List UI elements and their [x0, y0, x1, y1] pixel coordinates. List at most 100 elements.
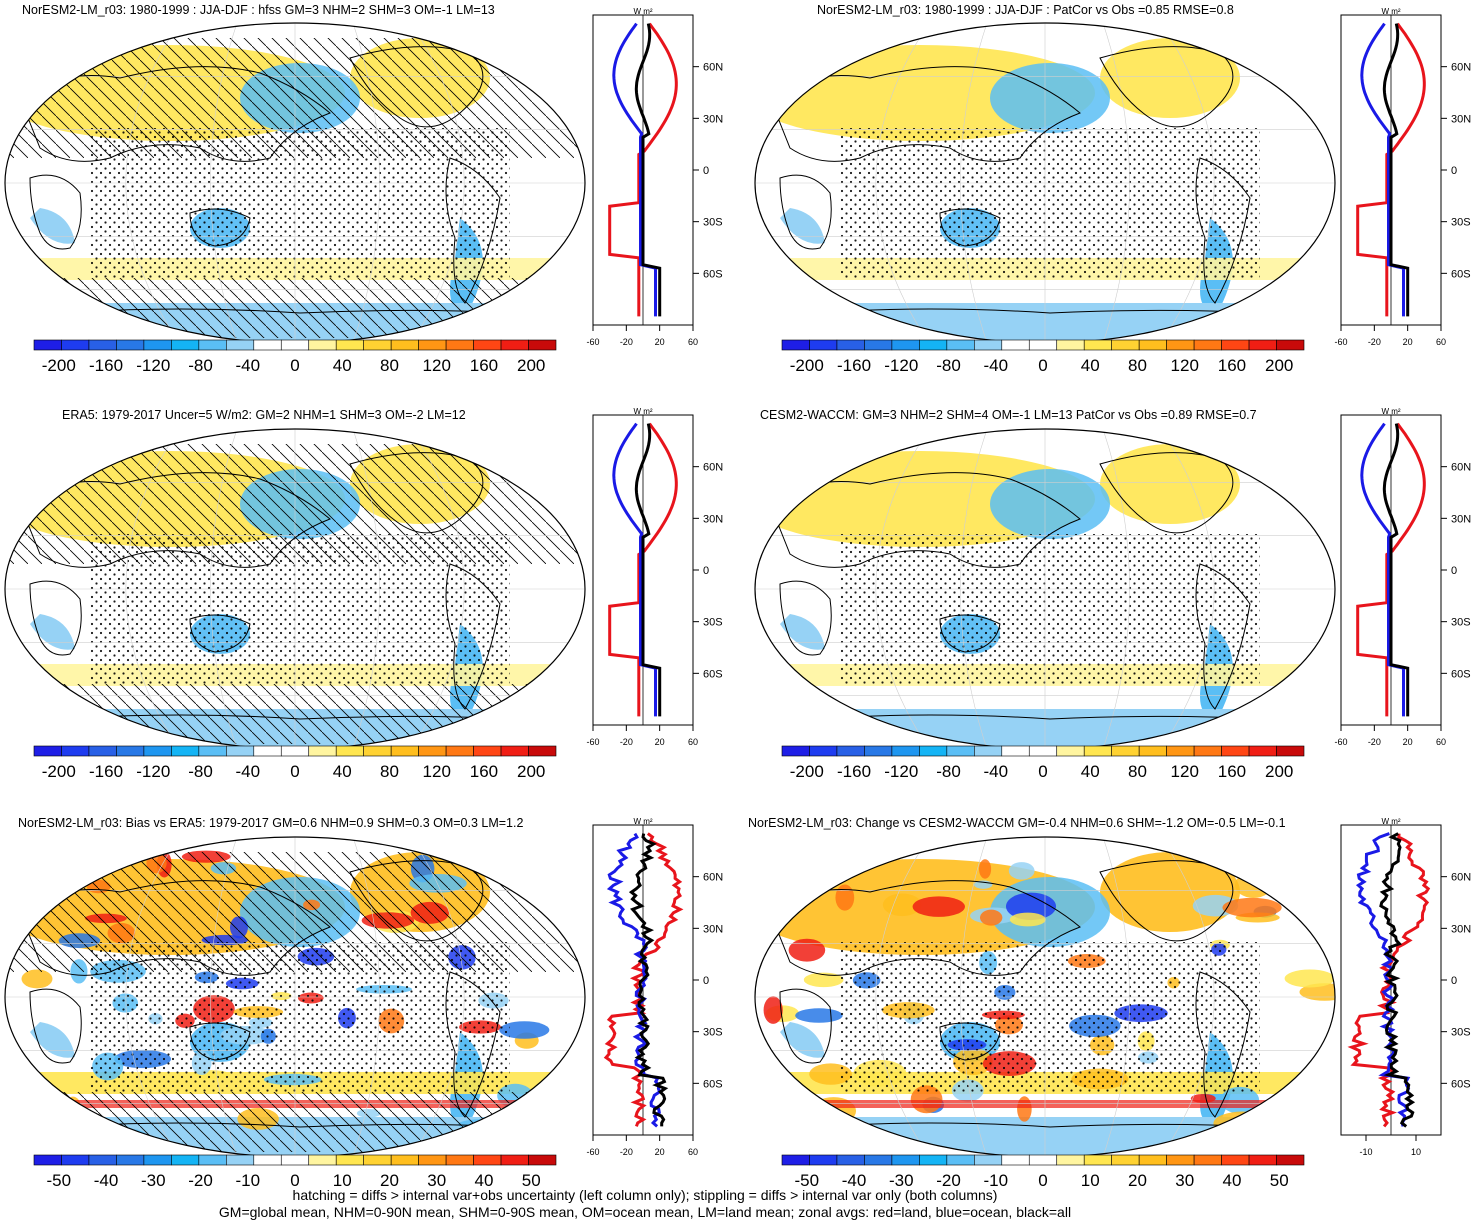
colorbar-swatch — [143, 745, 172, 757]
colorbar-swatch — [226, 339, 255, 351]
graticule-lon — [410, 837, 465, 1157]
zonal-line-ocean — [1360, 22, 1405, 317]
colorbar-swatch — [473, 339, 502, 351]
colorbar-tick-label: -40 — [235, 356, 260, 375]
colorbar-swatch — [308, 339, 337, 351]
colorbar-swatch — [390, 1154, 419, 1166]
field-patch — [792, 856, 809, 883]
coastline — [445, 157, 501, 304]
zonal-ytick-label: 60S — [1451, 268, 1471, 280]
colorbar-swatch — [116, 339, 145, 351]
panel-5-title: NorESM2-LM_r03: Bias vs ERA5: 1979-2017 … — [18, 816, 524, 830]
coastline — [29, 988, 82, 1064]
colorbar-tick-label: -120 — [136, 762, 170, 781]
coastline — [445, 971, 501, 1118]
zonal-xtick-label: 60 — [688, 1147, 698, 1157]
colorbar-swatch — [1056, 1154, 1085, 1166]
colorbar-swatch — [473, 745, 502, 757]
zonal-ytick-label: 30N — [1451, 113, 1471, 125]
colorbar-tick-label: 120 — [1171, 762, 1199, 781]
field-patch — [766, 1100, 802, 1123]
footer-note-2: GM=global mean, NHM=0-90N mean, SHM=0-90… — [218, 1204, 1072, 1220]
colorbar-swatch — [528, 745, 557, 757]
field-patch — [1009, 912, 1046, 927]
zonal-ytick-label: 30S — [703, 1027, 723, 1039]
zonal-units-label: W m² — [633, 407, 652, 416]
colorbar-swatch — [61, 339, 90, 351]
colorbar-swatch — [390, 339, 419, 351]
colorbar-swatch — [864, 1154, 893, 1166]
colorbar-swatch — [891, 745, 920, 757]
colorbar-swatch — [88, 339, 117, 351]
colorbar-swatch — [198, 745, 227, 757]
colorbar-tick-label: -30 — [141, 1171, 166, 1190]
graticule-lon — [410, 23, 465, 343]
coastline — [189, 614, 251, 653]
coastline — [19, 472, 331, 568]
zonal-line-all — [628, 833, 669, 1127]
zonal-xtick-label: -20 — [620, 1147, 633, 1157]
colorbar-swatch — [1221, 339, 1250, 351]
colorbar-tick-label: 40 — [475, 1171, 494, 1190]
colorbar-tick-label: -40 — [983, 762, 1008, 781]
colorbar-swatch — [363, 339, 392, 351]
colorbar-tick-label: 20 — [380, 1171, 399, 1190]
field-patch — [23, 874, 38, 898]
colorbar-swatch — [500, 745, 529, 757]
colorbar-tick-label: 160 — [470, 762, 498, 781]
zonal-xtick-label: 20 — [655, 737, 665, 747]
colorbar-swatch — [919, 1154, 948, 1166]
colorbar-tick-label: -120 — [884, 356, 918, 375]
zonal-ytick-label: 60N — [703, 62, 723, 74]
zonal-ytick-label: 60N — [703, 462, 723, 474]
colorbar-tick-label: 10 — [1081, 1171, 1100, 1190]
field-africa-south — [30, 208, 75, 244]
zonal-units-label: W m² — [1381, 7, 1400, 16]
panel-6-title: NorESM2-LM_r03: Change vs CESM2-WACCM GM… — [748, 816, 1286, 830]
coastline — [1195, 563, 1251, 710]
field-patch — [1222, 897, 1282, 918]
coastline — [779, 580, 832, 656]
colorbar-tick-label: -40 — [94, 1171, 119, 1190]
field-cool-band — [990, 469, 1110, 539]
colorbar-swatch — [528, 339, 557, 351]
colorbar-swatch — [308, 1154, 337, 1166]
zonal-ytick-label: 60S — [1451, 668, 1471, 680]
field-patch — [979, 909, 1003, 926]
colorbar-tick-label: 0 — [290, 762, 299, 781]
colorbar-swatch — [1111, 1154, 1140, 1166]
coastline — [19, 66, 331, 162]
colorbar-swatch — [226, 1154, 255, 1166]
colorbar-swatch — [418, 1154, 447, 1166]
colorbar-tick-label: -120 — [136, 356, 170, 375]
field-patch — [979, 859, 992, 879]
zonal-line-land — [1356, 422, 1426, 717]
zonal-xtick-label: 20 — [1403, 737, 1413, 747]
colorbar-tick-label: -20 — [188, 1171, 213, 1190]
zonal-line-all — [1379, 832, 1416, 1128]
panel-1-title: NorESM2-LM_r03: 1980-1999 : JJA-DJF : hf… — [22, 3, 495, 17]
coastline — [1195, 971, 1251, 1118]
field-patch — [21, 969, 53, 989]
colorbar-tick-label: 30 — [427, 1171, 446, 1190]
colorbar-tick-label: 160 — [1218, 762, 1246, 781]
field-africa-south — [780, 1022, 825, 1058]
colorbar-tick-label: 80 — [1128, 356, 1147, 375]
panel-5-map — [4, 836, 586, 1158]
zonal-line-ocean — [612, 422, 657, 717]
colorbar-swatch — [253, 745, 282, 757]
zonal-line-all — [1382, 423, 1410, 717]
colorbar-swatch — [335, 1154, 364, 1166]
zonal-xtick-label: 60 — [1436, 337, 1446, 347]
zonal-ytick-label: 30N — [1451, 513, 1471, 525]
field-warm-band — [1100, 38, 1240, 118]
colorbar-swatch — [1166, 339, 1195, 351]
zonal-xtick-label: 60 — [688, 337, 698, 347]
zonal-units-label: W m² — [1381, 817, 1400, 826]
colorbar-swatch — [1138, 1154, 1167, 1166]
map-field — [755, 429, 1335, 749]
panel-3-colorbar: -200 -160 -120 -80 -40 0 40 80 120 160 200 — [33, 745, 557, 781]
zonal-ytick-label: 0 — [703, 165, 709, 177]
zonal-units-label: W m² — [633, 817, 652, 826]
zonal-line-ocean — [1360, 422, 1405, 717]
